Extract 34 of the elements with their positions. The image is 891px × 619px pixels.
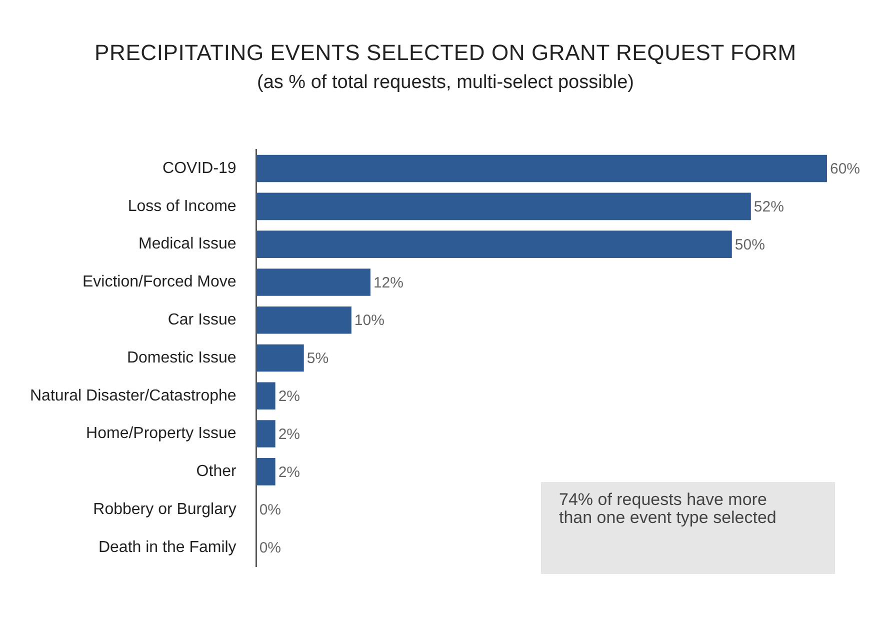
- bar: [256, 420, 276, 448]
- data-label: 50%: [734, 236, 765, 254]
- data-label: 0%: [259, 540, 281, 557]
- note-box: 74% of requests have more than one event type selected: [541, 482, 835, 574]
- data-label: 0%: [259, 502, 281, 519]
- y-tick-label: Domestic Issue: [126, 349, 236, 366]
- y-tick-label: Medical Issue: [138, 236, 236, 253]
- bar: [256, 306, 352, 334]
- data-label: 52%: [754, 198, 784, 216]
- data-label: 12%: [373, 274, 404, 292]
- data-label: 60%: [830, 160, 860, 178]
- y-tick-label: Eviction/Forced Move: [82, 274, 236, 291]
- data-label: 10%: [354, 312, 384, 330]
- y-tick-label: Natural Disaster/Catastrophe: [30, 387, 236, 404]
- y-tick-label: Car Issue: [168, 312, 236, 329]
- bar: [256, 344, 304, 372]
- chart-subtitle: (as % of total requests, multi-select possible): [256, 72, 635, 94]
- y-tick-label: Other: [196, 463, 237, 480]
- data-label: 5%: [306, 350, 329, 368]
- data-label: 2%: [278, 388, 300, 406]
- bar: [256, 154, 827, 182]
- bar: [256, 382, 276, 410]
- bar: [256, 458, 276, 486]
- bar: [256, 230, 732, 258]
- bar: [256, 192, 751, 220]
- chart-title: PRECIPITATING EVENTS SELECTED ON GRANT REQUEST FORM: [94, 40, 798, 66]
- y-tick-label: Death in the Family: [98, 538, 236, 556]
- y-tick-label: Robbery or Burglary: [93, 500, 236, 518]
- data-label: 2%: [278, 464, 300, 481]
- y-tick-label: COVID-19: [162, 160, 236, 177]
- y-tick-label: Home/Property Issue: [86, 425, 236, 442]
- y-tick-label: Loss of Income: [128, 198, 236, 215]
- data-label: 2%: [278, 426, 300, 443]
- bar: [256, 268, 370, 296]
